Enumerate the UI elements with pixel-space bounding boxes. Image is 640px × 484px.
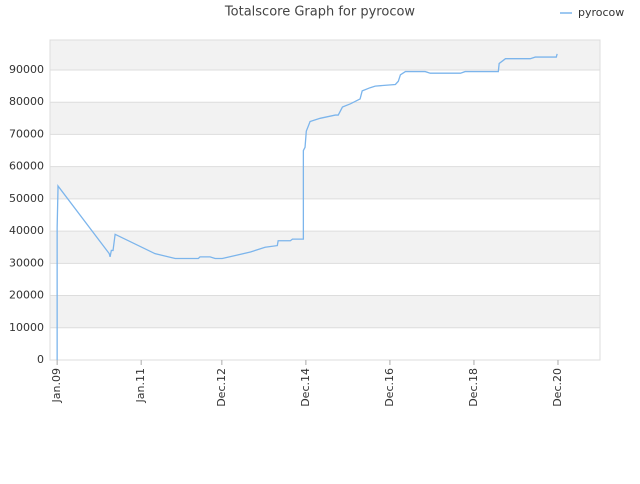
y-tick-label: 90000 xyxy=(9,63,44,76)
y-tick-label: 20000 xyxy=(9,289,44,302)
y-tick-label: 80000 xyxy=(9,95,44,108)
y-tick-label: 60000 xyxy=(9,160,44,173)
legend-label: pyrocow xyxy=(578,6,624,19)
x-tick-label: Dec.20 xyxy=(551,368,564,407)
grid-band xyxy=(50,40,600,70)
grid-band xyxy=(50,166,600,199)
grid-band xyxy=(50,231,600,264)
x-tick-label: Dec.12 xyxy=(215,368,228,407)
grid-band xyxy=(50,295,600,328)
y-tick-label: 10000 xyxy=(9,321,44,334)
y-tick-label: 30000 xyxy=(9,256,44,269)
x-tick-label: Dec.18 xyxy=(467,368,480,407)
grid-band xyxy=(50,198,600,232)
x-tick-label: Jan.11 xyxy=(134,368,147,403)
grid-band xyxy=(50,263,600,296)
y-tick-label: 0 xyxy=(37,353,44,366)
grid-band xyxy=(50,69,600,103)
x-tick-label: Dec.16 xyxy=(383,368,396,407)
x-tick-label: Jan.09 xyxy=(50,368,63,403)
y-tick-label: 50000 xyxy=(9,192,44,205)
grid-band xyxy=(50,102,600,135)
x-tick-label: Dec.14 xyxy=(299,368,312,407)
grid-band xyxy=(50,134,600,167)
chart-title: Totalscore Graph for pyrocow xyxy=(224,5,415,20)
grid-band xyxy=(50,327,600,360)
data-line xyxy=(56,53,558,360)
y-tick-label: 70000 xyxy=(9,127,44,140)
y-tick-label: 40000 xyxy=(9,224,44,237)
